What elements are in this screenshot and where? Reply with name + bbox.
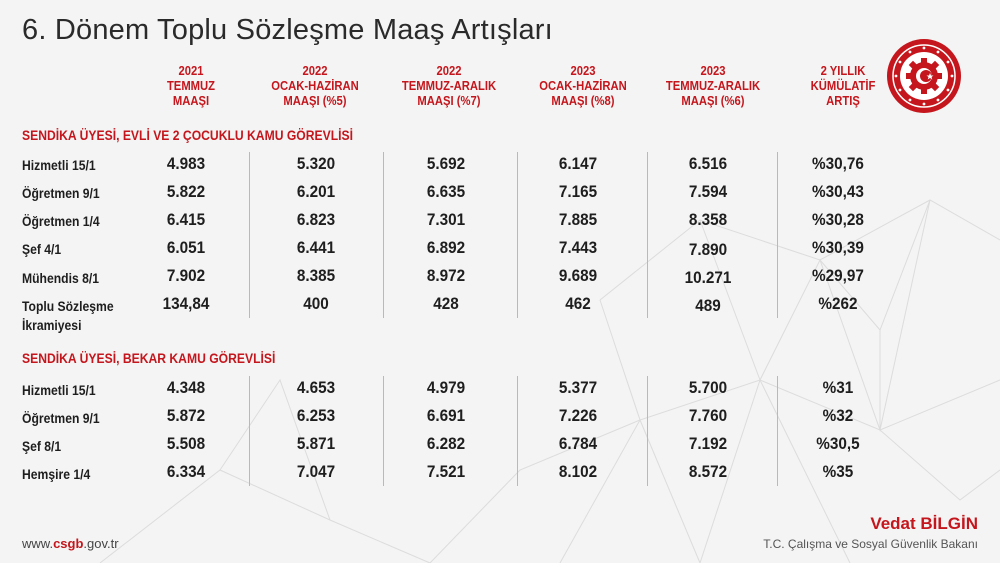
- table-cell: 462: [565, 294, 591, 313]
- table-cell: 7.165: [558, 182, 598, 201]
- table-cell: 8.102: [558, 462, 598, 481]
- table-cell: 4.653: [296, 378, 336, 397]
- table-cell: %30,76: [812, 154, 864, 173]
- table-cell: 9.689: [558, 266, 598, 285]
- table-cell: %32: [822, 406, 854, 425]
- row-label: Şef 8/1: [22, 439, 62, 454]
- row-label: Şef 4/1: [22, 242, 62, 257]
- row-label-continuation: İkramiyesi: [22, 318, 82, 333]
- table-cell: %29,97: [812, 266, 864, 285]
- column-header-2023-ocak-haziran: 2023 OCAK-HAZİRAN MAAŞI (%8): [539, 64, 627, 108]
- table-cell: 7.301: [426, 210, 466, 229]
- table-cell: 8.572: [688, 462, 728, 481]
- minister-role: T.C. Çalışma ve Sosyal Güvenlik Bakanı: [763, 537, 978, 551]
- table-cell: 5.692: [426, 154, 466, 173]
- table-cell: 8.385: [296, 266, 336, 285]
- column-divider: [383, 152, 384, 318]
- table-cell: 5.872: [166, 406, 206, 425]
- table-cell: 7.047: [296, 462, 336, 481]
- table-cell: 428: [433, 294, 459, 313]
- table-cell: 5.377: [558, 378, 598, 397]
- row-label: Öğretmen 1/4: [22, 214, 100, 229]
- table-cell: 6.635: [426, 182, 466, 201]
- table-cell: 6.201: [296, 182, 336, 201]
- table-cell: 7.885: [558, 210, 598, 229]
- table-cell: 6.516: [688, 154, 728, 173]
- table-cell: 7.521: [426, 462, 466, 481]
- table-cell: 6.784: [558, 434, 598, 453]
- table-cell: 5.320: [296, 154, 336, 173]
- table-cell: 6.334: [166, 462, 206, 481]
- table-cell: 6.051: [166, 238, 206, 257]
- page-title: 6. Dönem Toplu Sözleşme Maaş Artışları: [22, 14, 553, 46]
- table-cell: 400: [303, 294, 329, 313]
- table-cell: 489: [695, 296, 721, 315]
- column-divider: [249, 152, 250, 318]
- table-cell: 5.700: [688, 378, 728, 397]
- column-header-2022-ocak-haziran: 2022 OCAK-HAZİRAN MAAŞI (%5): [271, 64, 359, 108]
- row-label: Öğretmen 9/1: [22, 186, 100, 201]
- table-cell: 6.892: [426, 238, 466, 257]
- table-cell: 10.271: [684, 268, 732, 287]
- table-cell: 134,84: [162, 294, 210, 313]
- table-cell: %262: [818, 294, 858, 313]
- table-cell: %35: [822, 462, 854, 481]
- column-divider: [517, 376, 518, 486]
- row-label: Öğretmen 9/1: [22, 411, 100, 426]
- table-cell: 4.979: [426, 378, 466, 397]
- column-header-2021-temmuz: 2021 TEMMUZ MAAŞI: [166, 64, 216, 108]
- table-cell: 7.890: [688, 240, 728, 259]
- column-divider: [383, 376, 384, 486]
- table-cell: 4.348: [166, 378, 206, 397]
- section-title-married: SENDİKA ÜYESİ, EVLİ VE 2 ÇOCUKLU KAMU GÖ…: [22, 128, 354, 143]
- column-header-2022-temmuz-aralik: 2022 TEMMUZ-ARALIK MAAŞI (%7): [401, 64, 497, 108]
- table-cell: 6.253: [296, 406, 336, 425]
- column-header-2023-temmuz-aralik: 2023 TEMMUZ-ARALIK MAAŞI (%6): [665, 64, 761, 108]
- table-cell: %30,5: [816, 434, 860, 453]
- row-label: Hizmetli 15/1: [22, 383, 96, 398]
- row-label: Hizmetli 15/1: [22, 158, 96, 173]
- table-cell: 6.823: [296, 210, 336, 229]
- table-cell: 7.192: [688, 434, 728, 453]
- table-cell: 6.415: [166, 210, 206, 229]
- footer-website-link[interactable]: www.csgb.gov.tr: [22, 536, 119, 551]
- table-cell: %31: [822, 378, 854, 397]
- row-label: Hemşire 1/4: [22, 467, 91, 482]
- table-cell: 5.508: [166, 434, 206, 453]
- table-cell: 6.282: [426, 434, 466, 453]
- minister-name: Vedat BİLGİN: [870, 514, 978, 533]
- table-cell: %30,43: [812, 182, 864, 201]
- table-cell: 7.760: [688, 406, 728, 425]
- table-cell: %30,28: [812, 210, 864, 229]
- table-cell: 5.822: [166, 182, 206, 201]
- row-label: Toplu Sözleşme: [22, 299, 114, 314]
- column-divider: [517, 152, 518, 318]
- table-cell: 7.443: [558, 238, 598, 257]
- section-title-single: SENDİKA ÜYESİ, BEKAR KAMU GÖREVLİSİ: [22, 351, 276, 366]
- table-cell: 7.902: [166, 266, 206, 285]
- column-divider: [777, 376, 778, 486]
- column-divider: [647, 376, 648, 486]
- table-cell: 4.983: [166, 154, 206, 173]
- table-cell: 7.594: [688, 182, 728, 201]
- table-cell: 8.972: [426, 266, 466, 285]
- column-divider: [777, 152, 778, 318]
- table-cell: 6.691: [426, 406, 466, 425]
- row-label: Mühendis 8/1: [22, 271, 99, 286]
- column-divider: [647, 152, 648, 318]
- table-cell: 6.147: [558, 154, 598, 173]
- table-cell: 6.441: [296, 238, 336, 257]
- ministry-gear-emblem-icon: [887, 39, 961, 113]
- table-cell: %30,39: [812, 238, 864, 257]
- column-header-cumulative: 2 YILLIK KÜMÜLATİF ARTIŞ: [810, 64, 876, 108]
- table-cell: 7.226: [558, 406, 598, 425]
- column-divider: [249, 376, 250, 486]
- table-cell: 5.871: [296, 434, 336, 453]
- table-cell: 8.358: [688, 210, 728, 229]
